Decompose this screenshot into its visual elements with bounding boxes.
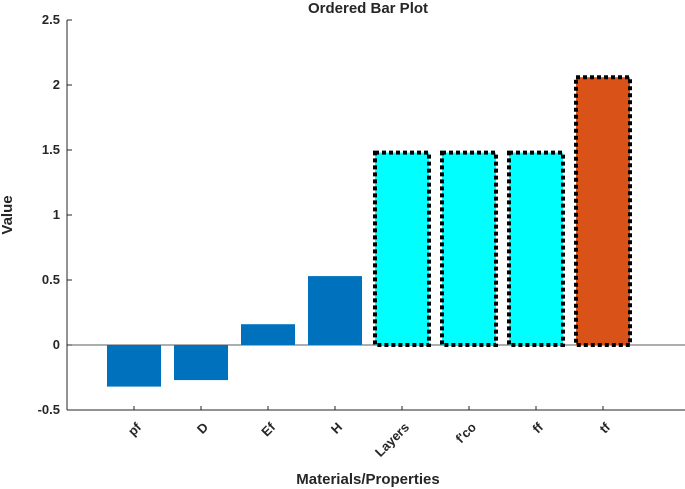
x-tick-label: tf — [596, 419, 613, 436]
bar-d — [174, 345, 228, 381]
x-tick-label: Layers — [372, 420, 412, 460]
bar-ef — [241, 324, 295, 345]
y-tick-label: 2.5 — [42, 12, 60, 27]
bar-layers — [373, 150, 431, 347]
bar-pf — [107, 345, 161, 387]
y-tick-label: 1 — [53, 207, 60, 222]
x-tick-label: H — [328, 420, 345, 437]
y-tick-label: 2 — [53, 77, 60, 92]
y-tick-label: 1.5 — [42, 142, 60, 157]
y-tick-label: 0.5 — [42, 272, 60, 287]
bar-ff — [507, 150, 565, 347]
bar-f-co — [440, 150, 498, 347]
x-tick-label: D — [194, 420, 211, 437]
x-tick-label: Ef — [258, 419, 278, 439]
plot-area: -0.5 0 0.5 1 1.5 2 2.5 pf D Ef H Layers f'co ff tf — [38, 12, 685, 460]
x-tick-label: pf — [125, 419, 145, 439]
y-tick-label: 0 — [53, 337, 60, 352]
bar-tf — [574, 75, 632, 347]
x-tick-label: f'co — [453, 419, 480, 446]
x-axis-label: Materials/Properties — [296, 471, 439, 488]
y-tick-label: -0.5 — [38, 402, 60, 417]
y-axis-label: Value — [0, 195, 16, 234]
chart-title: Ordered Bar Plot — [308, 0, 428, 17]
x-tick-label: ff — [529, 419, 546, 436]
bar-h — [308, 276, 362, 345]
